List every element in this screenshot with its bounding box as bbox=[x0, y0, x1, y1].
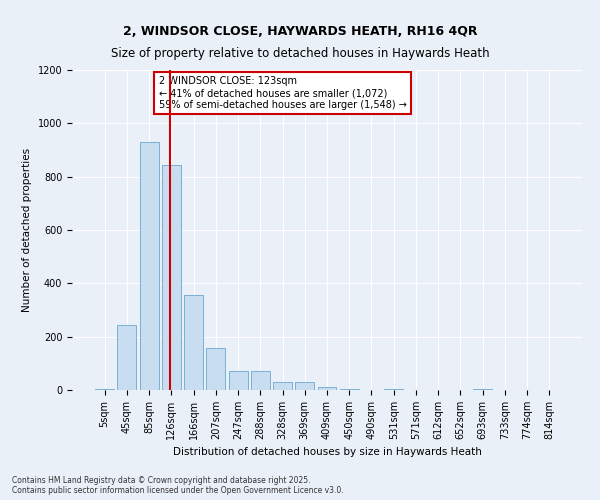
Bar bbox=[295, 382, 314, 390]
Bar bbox=[317, 387, 337, 390]
Bar bbox=[162, 164, 181, 390]
Bar bbox=[229, 371, 248, 390]
Bar bbox=[473, 389, 492, 390]
Text: 2, WINDSOR CLOSE, HAYWARDS HEATH, RH16 4QR: 2, WINDSOR CLOSE, HAYWARDS HEATH, RH16 4… bbox=[123, 25, 477, 38]
Bar bbox=[340, 389, 359, 390]
Bar bbox=[206, 348, 225, 390]
Bar bbox=[140, 142, 158, 390]
Bar bbox=[384, 389, 403, 390]
Text: Size of property relative to detached houses in Haywards Heath: Size of property relative to detached ho… bbox=[110, 48, 490, 60]
Bar bbox=[118, 324, 136, 390]
Y-axis label: Number of detached properties: Number of detached properties bbox=[22, 148, 32, 312]
Bar bbox=[273, 382, 292, 390]
Text: 2 WINDSOR CLOSE: 123sqm
← 41% of detached houses are smaller (1,072)
59% of semi: 2 WINDSOR CLOSE: 123sqm ← 41% of detache… bbox=[158, 76, 407, 110]
Bar bbox=[251, 371, 270, 390]
X-axis label: Distribution of detached houses by size in Haywards Heath: Distribution of detached houses by size … bbox=[173, 448, 481, 458]
Bar bbox=[184, 294, 203, 390]
Bar bbox=[95, 388, 114, 390]
Text: Contains HM Land Registry data © Crown copyright and database right 2025.
Contai: Contains HM Land Registry data © Crown c… bbox=[12, 476, 344, 495]
